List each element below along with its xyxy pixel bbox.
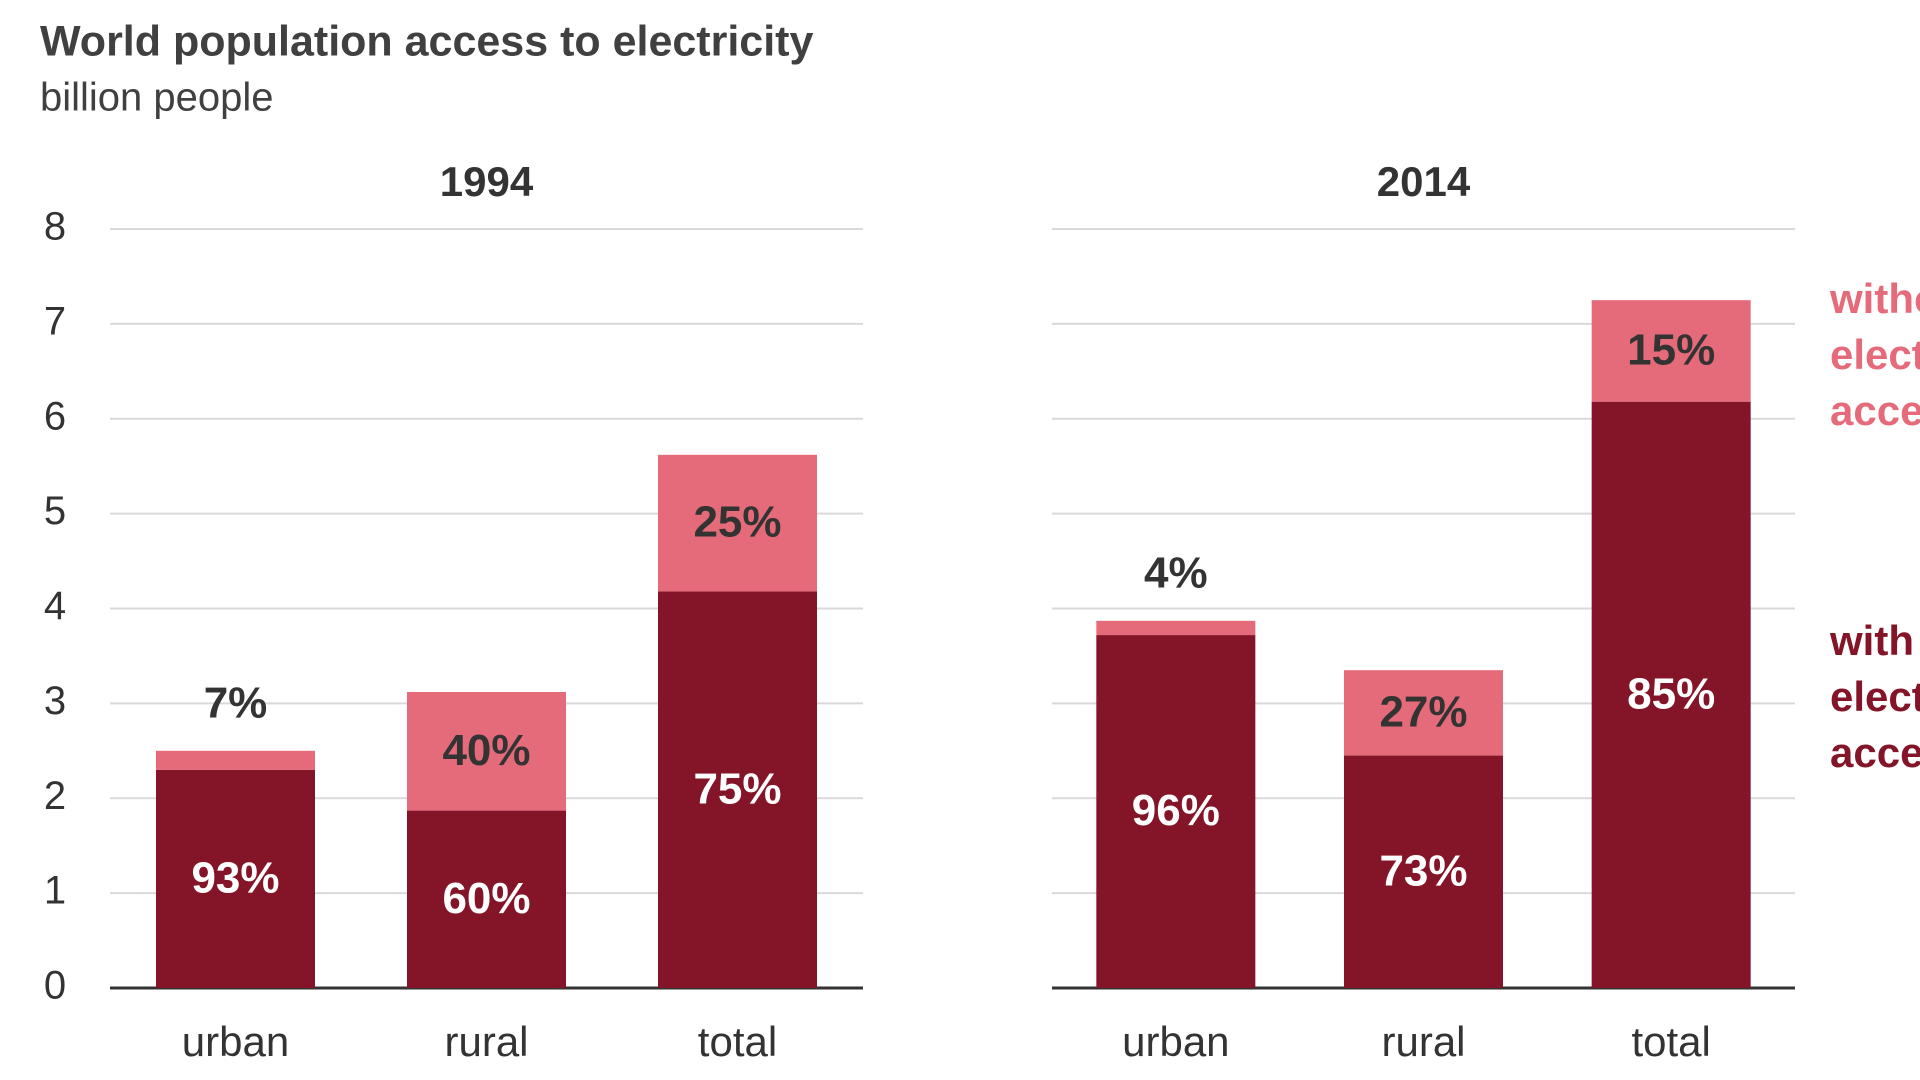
bar-segment [1344,755,1503,988]
bar-segment [1096,620,1256,636]
legend-entry: withoutelectricityaccess [1829,275,1920,434]
bar-segment [658,591,817,988]
panel-title: 2014 [1377,158,1471,205]
data-label: 4% [1144,548,1208,597]
y-tick-label: 3 [44,679,66,723]
bar-segment [1591,300,1751,402]
bar-segment [658,454,817,592]
data-label: 7% [204,678,268,727]
chart-subtitle: billion people [40,76,274,120]
bar-segment [156,750,315,770]
bar-segment [1344,670,1503,756]
data-label: 75% [693,764,781,813]
data-label: 27% [1379,687,1467,736]
x-tick-label: urban [182,1018,289,1065]
bar-segment [1096,635,1256,988]
legend-entry: withelectricityaccess [1829,617,1920,776]
x-tick-label: total [698,1018,777,1065]
data-label: 96% [1132,786,1220,835]
x-tick-label: rural [444,1018,528,1065]
y-tick-label: 0 [44,964,66,1008]
chart-title: World population access to electricity [40,17,813,65]
y-tick-label: 2 [44,774,66,818]
data-label: 40% [442,726,530,775]
x-tick-label: rural [1381,1018,1465,1065]
y-tick-label: 7 [44,299,66,343]
data-label: 15% [1627,326,1715,375]
bar-segment [407,691,566,811]
data-label: 60% [442,874,530,923]
bar-segment [156,769,315,988]
y-tick-label: 1 [44,869,66,913]
bar-segment [407,810,566,988]
data-label: 85% [1627,669,1715,718]
y-tick-label: 4 [44,584,66,628]
panel-title: 1994 [440,158,534,205]
y-tick-label: 5 [44,489,66,533]
data-label: 93% [191,854,279,903]
x-tick-label: urban [1122,1018,1229,1065]
y-tick-label: 8 [44,205,66,249]
bar-segment [1591,401,1751,988]
y-tick-label: 6 [44,394,66,438]
x-tick-label: total [1631,1018,1710,1065]
data-label: 73% [1379,846,1467,895]
data-label: 25% [693,498,781,547]
